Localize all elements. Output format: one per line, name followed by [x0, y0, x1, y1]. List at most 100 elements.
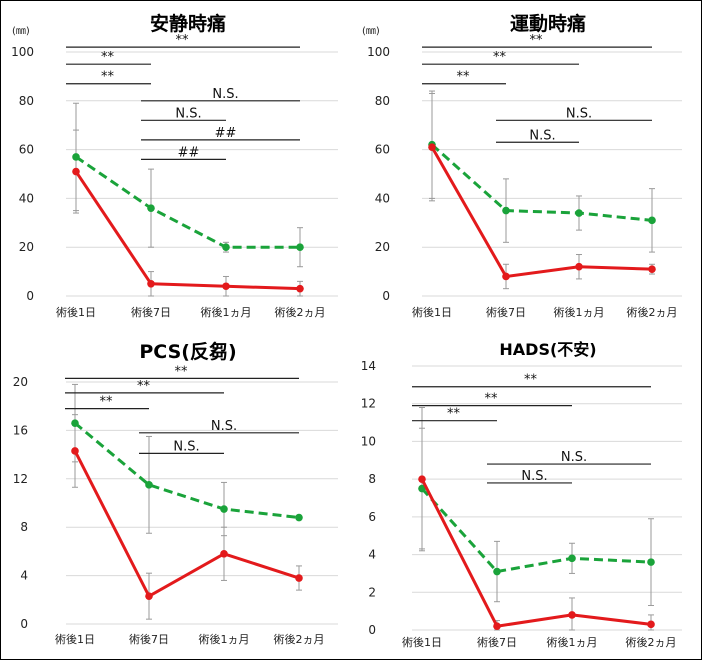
- chart3-series-green-point: [220, 505, 228, 513]
- chart1-unit-label: (㎜): [12, 26, 30, 37]
- chart2-series-red-point: [575, 262, 583, 271]
- chart3-significance-label: **: [175, 364, 189, 379]
- chart2-ytick-label: 80: [375, 94, 390, 108]
- chart3-xtick-label: 術後2ヵ月: [274, 632, 325, 646]
- chart1-title: 安静時痛: [150, 12, 226, 35]
- chart1-ytick-label: 40: [19, 191, 34, 205]
- chart3-series-green-point: [295, 513, 303, 522]
- chart4-significance-label: N.S.: [561, 450, 587, 465]
- chart2-significance-label: **: [530, 33, 544, 48]
- chart4-significance-label: N.S.: [521, 469, 547, 484]
- chart3-significance-label: **: [137, 379, 151, 394]
- chart1-series-green-line: [75, 155, 300, 249]
- chart3-series-red-point: [145, 592, 153, 600]
- chart4-ytick-label: 10: [361, 434, 376, 448]
- chart2-significance-label: N.S.: [529, 128, 555, 143]
- chart3-series-red-point: [295, 574, 303, 582]
- chart1-series-red-point: [147, 280, 155, 288]
- chart3-series-green-point: [71, 419, 79, 427]
- chart1-series-green-point: [296, 243, 304, 251]
- chart4-xtick-label: 術後1日: [402, 635, 442, 649]
- chart2-series-green-point: [648, 216, 656, 225]
- chart2-xtick-label: 術後1ヵ月: [554, 305, 605, 319]
- chart4-series-green-line: [420, 487, 652, 574]
- chart4-title: HADS(不安): [499, 340, 596, 359]
- chart3-xtick-label: 術後1日: [55, 632, 95, 646]
- chart2-series-green-point: [502, 206, 510, 215]
- chart4-ytick-label: 14: [361, 359, 376, 373]
- chart4-ytick-label: 6: [368, 510, 376, 524]
- chart2-series-red-point: [502, 272, 510, 281]
- chart1-xtick-label: 術後2ヵ月: [275, 305, 326, 319]
- chart3-xtick-label: 術後7日: [129, 632, 169, 646]
- chart1-xtick-label: 術後1ヵ月: [201, 305, 252, 319]
- chart4-significance-label: **: [447, 407, 461, 422]
- chart3-ytick-label: 12: [13, 472, 28, 486]
- chart1-series-green-point: [147, 204, 155, 212]
- chart4-series-red-point: [647, 620, 655, 629]
- chart2-significance-label: **: [457, 70, 471, 85]
- chart2-ytick-label: 100: [367, 45, 390, 59]
- chart2-xtick-label: 術後7日: [486, 305, 526, 319]
- chart4-significance-label: **: [485, 392, 499, 407]
- chart1-series-red-point: [222, 282, 230, 291]
- chart3-ytick-label: 20: [13, 375, 28, 389]
- chart1-ytick-label: 20: [19, 240, 34, 254]
- chart4-significance-label: **: [524, 373, 538, 388]
- chart2-significance-label: **: [493, 50, 507, 65]
- chart2-series-green-point: [575, 209, 583, 217]
- chart1-xtick-label: 術後1日: [56, 305, 96, 319]
- chart2-ytick-label: 0: [382, 289, 390, 303]
- chart3-significance-label: N.S.: [173, 439, 199, 454]
- chart3-series-green-point: [145, 481, 153, 489]
- chart4-series-green-point: [568, 554, 576, 563]
- chart4-xtick-label: 術後1ヵ月: [547, 635, 598, 649]
- chart1-significance-label: **: [101, 50, 115, 65]
- chart2-xtick-label: 術後2ヵ月: [627, 305, 678, 319]
- chart4-xtick-label: 術後7日: [477, 635, 517, 649]
- chart2-ytick-label: 40: [375, 191, 390, 205]
- chart2-ytick-label: 20: [375, 240, 390, 254]
- chart1-ytick-label: 100: [11, 45, 34, 59]
- chart2-significance-label: N.S.: [566, 106, 592, 121]
- chart3-series-red-point: [220, 550, 228, 558]
- chart3-series-red-line: [73, 450, 300, 598]
- chart3-title: PCS(反芻): [139, 340, 236, 363]
- chart2-title: 運動時痛: [510, 12, 586, 35]
- chart3-ytick-label: 4: [20, 569, 28, 583]
- chart3-xtick-label: 術後1ヵ月: [199, 632, 250, 646]
- chart3-series-green-line: [74, 421, 300, 520]
- chart1-series-green-point: [222, 243, 230, 251]
- chart4-series-red-point: [493, 622, 501, 631]
- chart1-significance-label: N.S.: [212, 87, 238, 102]
- chart1-ytick-label: 0: [26, 289, 34, 303]
- chart4-ytick-label: 12: [361, 397, 376, 411]
- chart2-ytick-label: 60: [375, 143, 390, 157]
- chart1-significance-label: N.S.: [175, 106, 201, 121]
- chart3-significance-label: N.S.: [211, 419, 237, 434]
- chart2-series-red-point: [428, 143, 436, 151]
- chart4-ytick-label: 0: [368, 623, 376, 637]
- chart4-series-green-point: [418, 484, 426, 493]
- chart1-series-green-point: [72, 153, 80, 161]
- chart4-xtick-label: 術後2ヵ月: [626, 635, 677, 649]
- chart1-xtick-label: 術後7日: [131, 305, 171, 319]
- chart1-significance-label: ##: [178, 145, 200, 160]
- chart1-series-red-point: [72, 167, 80, 176]
- chart1-series-red-line: [74, 170, 301, 291]
- chart4-ytick-label: 4: [368, 548, 376, 562]
- chart1-ytick-label: 60: [19, 143, 34, 157]
- chart2-series-red-line: [430, 146, 653, 278]
- chart2-xtick-label: 術後1日: [412, 305, 452, 319]
- chart4-series-green-point: [493, 567, 501, 576]
- chart1-series-red-point: [296, 284, 304, 293]
- chart4-series-red-point: [568, 611, 576, 619]
- chart1-significance-label: **: [176, 33, 190, 48]
- chart2-series-red-point: [648, 265, 656, 273]
- chart4-series-green-point: [647, 558, 655, 566]
- chart2-unit-label: (㎜): [362, 26, 380, 37]
- chart3-ytick-label: 0: [20, 617, 28, 631]
- chart3-ytick-label: 8: [20, 520, 28, 534]
- chart4-series-red-point: [418, 475, 426, 483]
